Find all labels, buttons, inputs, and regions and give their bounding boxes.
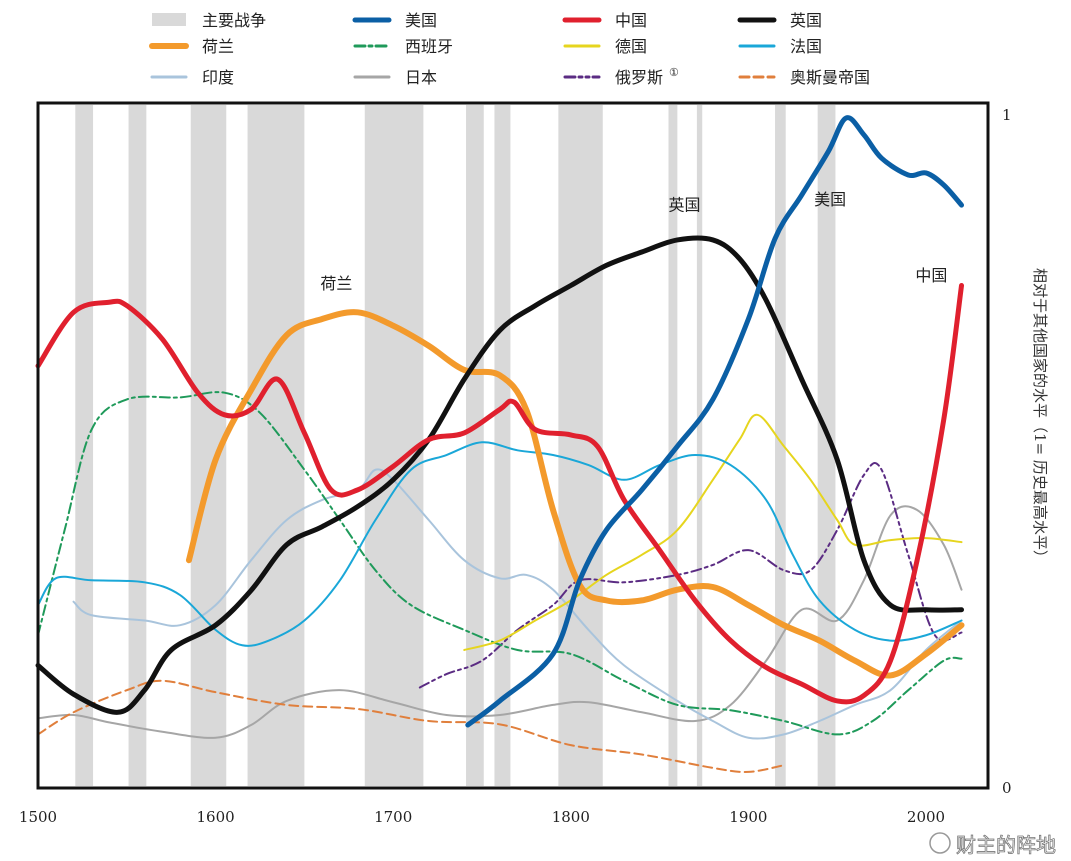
annotation-label: 英国	[668, 195, 700, 214]
annotation-label: 美国	[814, 190, 846, 209]
plot-frame	[36, 101, 990, 790]
legend-footnote-mark: ①	[669, 66, 679, 79]
legend-item: 日本	[353, 68, 437, 87]
series-lines	[35, 115, 965, 773]
y-tick-label: 0	[1002, 779, 1012, 797]
legend-item: 主要战争	[152, 11, 266, 30]
legend-item: 俄罗斯 ①	[563, 66, 679, 87]
series-line-荷兰	[185, 309, 965, 679]
war-band	[128, 105, 147, 786]
legend-label: 俄罗斯	[615, 68, 663, 87]
legend-label: 西班牙	[405, 37, 453, 56]
series-line-美国	[465, 115, 965, 728]
annotation-label: 中国	[915, 266, 947, 285]
series-line-法国	[37, 441, 963, 647]
series-line-中国	[35, 283, 965, 705]
legend-label: 英国	[790, 11, 822, 30]
legend-item: 印度	[150, 68, 234, 87]
watermark-text: 财主的阵地	[956, 833, 1056, 857]
watermark-icon	[929, 832, 951, 854]
war-band	[247, 105, 305, 786]
war-band	[364, 105, 424, 786]
legend-label: 中国	[615, 11, 647, 30]
legend-item: 西班牙	[353, 37, 453, 56]
y-tick-label: 1	[1002, 106, 1012, 124]
y-axis-label: 相对于其他国家的水平（1= 历史最高水平）	[1031, 268, 1049, 565]
series-line-奥斯曼帝国	[37, 679, 785, 773]
series-line-印度	[72, 468, 963, 740]
legend-item: 美国	[352, 11, 437, 30]
legend-item: 法国	[738, 37, 822, 56]
legend-label: 德国	[615, 37, 647, 56]
watermark: 财主的阵地	[929, 832, 1056, 857]
series-line-德国	[463, 413, 963, 651]
series-line-英国	[35, 235, 965, 715]
legend-label: 主要战争	[202, 11, 266, 30]
legend-swatch	[152, 13, 186, 26]
legend-item: 中国	[562, 11, 647, 30]
series-line-俄罗斯	[418, 461, 963, 689]
war-band	[75, 105, 94, 786]
x-tick-label: 1900	[729, 808, 767, 826]
legend-label: 日本	[405, 68, 437, 87]
x-tick-label: 1800	[552, 808, 590, 826]
war-band	[668, 105, 678, 786]
annotation-label: 荷兰	[320, 274, 352, 293]
legend-label: 法国	[790, 37, 822, 56]
legend-item: 德国	[563, 37, 647, 56]
x-tick-label: 1500	[19, 808, 57, 826]
legend-item: 荷兰	[149, 37, 234, 56]
legend-label: 印度	[202, 68, 234, 87]
legend-label: 美国	[405, 11, 437, 30]
legend-item: 奥斯曼帝国	[738, 68, 870, 87]
y-axis-ticks: 10	[1002, 106, 1012, 797]
x-tick-label: 1700	[374, 808, 412, 826]
x-axis-ticks: 1500 1600 1700 1800 1900 2000	[19, 808, 945, 826]
series-line-西班牙	[37, 391, 963, 736]
war-band	[775, 105, 786, 786]
war-band	[696, 105, 703, 786]
war-band	[466, 105, 484, 786]
legend-label: 奥斯曼帝国	[790, 68, 870, 87]
x-tick-label: 2000	[907, 808, 945, 826]
legend-label: 荷兰	[202, 37, 234, 56]
legend-item: 英国	[737, 11, 822, 30]
x-tick-label: 1600	[197, 808, 235, 826]
war-bands	[75, 105, 836, 786]
